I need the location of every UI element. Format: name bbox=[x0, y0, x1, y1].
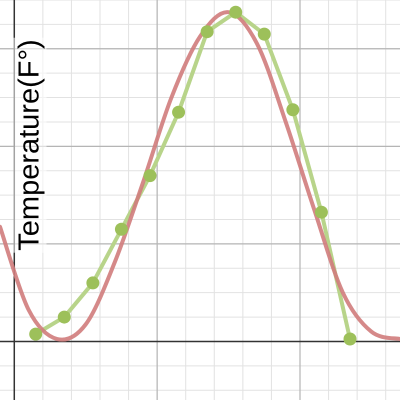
data-point bbox=[257, 27, 271, 41]
series-layer bbox=[0, 5, 400, 346]
data-point bbox=[57, 310, 71, 324]
y-axis-label: Temperature(F°) bbox=[13, 37, 47, 253]
data-point bbox=[314, 205, 328, 219]
data-point bbox=[29, 327, 43, 341]
data-point bbox=[114, 222, 128, 236]
data-point bbox=[143, 169, 157, 183]
data-point bbox=[286, 103, 300, 117]
fit-curve bbox=[0, 10, 400, 342]
data-point bbox=[172, 105, 186, 119]
data-point bbox=[200, 25, 214, 39]
data-point bbox=[229, 5, 243, 19]
data-series-line bbox=[33, 10, 352, 342]
data-point bbox=[86, 276, 100, 290]
data-point bbox=[343, 332, 357, 346]
